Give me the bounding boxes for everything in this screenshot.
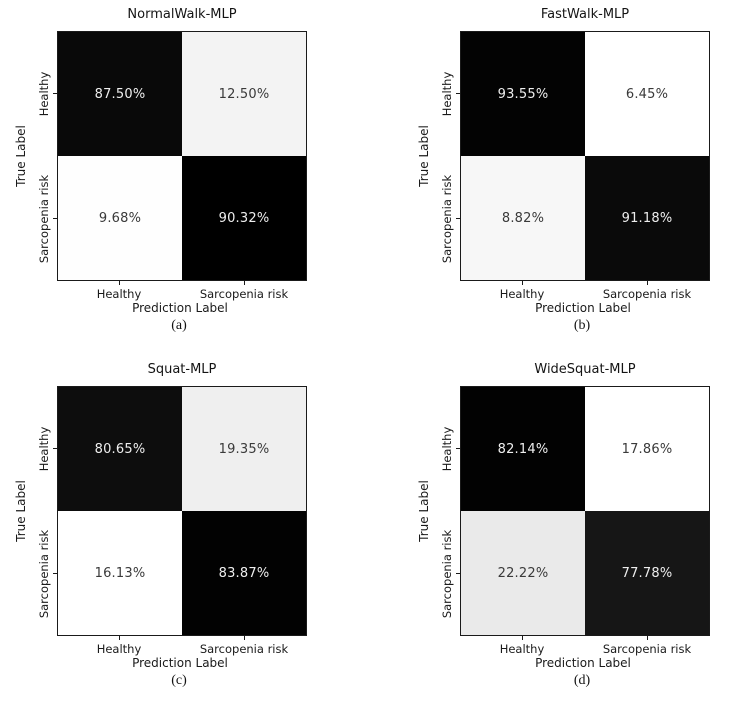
panel-title: FastWalk-MLP [540,7,630,22]
matrix-cell-r0c0: 87.50% [58,32,182,156]
subfigure-caption: (c) [171,673,187,688]
confusion-matrix: 87.50% 12.50% 9.68% 90.32% [57,31,307,281]
x-tick-mark [647,636,648,640]
y-tick-label-sarcopenia-risk: Sarcopenia risk [37,174,51,264]
x-tick-label-healthy: Healthy [96,287,142,301]
x-axis-label: Prediction Label [132,301,228,315]
matrix-cell-r1c1: 90.32% [182,156,306,280]
matrix-cell-r1c0: 22.22% [461,511,585,635]
matrix-cell-r0c1: 12.50% [182,32,306,156]
y-tick-mark [456,448,460,449]
y-axis-label: True Label [417,480,431,542]
x-tick-label-sarcopenia-risk: Sarcopenia risk [602,287,692,301]
matrix-cell-r1c0: 16.13% [58,511,182,635]
matrix-cell-r1c1: 77.78% [585,511,709,635]
confusion-matrix: 93.55% 6.45% 8.82% 91.18% [460,31,710,281]
x-axis-label: Prediction Label [132,656,228,670]
y-tick-mark [456,93,460,94]
panel-title: NormalWalk-MLP [127,7,237,22]
y-tick-label-sarcopenia-risk: Sarcopenia risk [440,174,454,264]
x-tick-label-healthy: Healthy [499,287,545,301]
y-tick-mark [53,218,57,219]
y-tick-label-healthy: Healthy [37,71,51,117]
panel-fastwalk-mlp: FastWalk-MLP True Label Healthy Sarcopen… [369,0,739,347]
panel-widesquat-mlp: WideSquat-MLP True Label Healthy Sarcope… [369,355,739,702]
matrix-cell-r0c1: 19.35% [182,387,306,511]
matrix-cell-r0c0: 80.65% [58,387,182,511]
x-tick-label-healthy: Healthy [96,642,142,656]
y-tick-label-sarcopenia-risk: Sarcopenia risk [440,529,454,619]
x-tick-label-sarcopenia-risk: Sarcopenia risk [199,287,289,301]
subfigure-caption: (b) [573,318,591,333]
panel-squat-mlp: Squat-MLP True Label Healthy Sarcopenia … [0,355,370,702]
x-tick-mark [119,636,120,640]
x-axis-label: Prediction Label [535,301,631,315]
x-tick-mark [522,636,523,640]
y-axis-label: True Label [14,480,28,542]
x-axis-label: Prediction Label [535,656,631,670]
x-tick-mark [244,636,245,640]
y-tick-label-healthy: Healthy [37,426,51,472]
y-axis-label: True Label [417,125,431,187]
x-tick-mark [647,281,648,285]
panel-normalwalk-mlp: NormalWalk-MLP True Label Healthy Sarcop… [0,0,370,347]
panel-title: WideSquat-MLP [534,362,636,377]
matrix-cell-r0c1: 6.45% [585,32,709,156]
matrix-cell-r1c0: 8.82% [461,156,585,280]
y-tick-label-healthy: Healthy [440,426,454,472]
matrix-cell-r1c0: 9.68% [58,156,182,280]
subfigure-caption: (d) [573,673,591,688]
x-tick-mark [244,281,245,285]
x-tick-label-sarcopenia-risk: Sarcopenia risk [602,642,692,656]
y-tick-mark [53,448,57,449]
y-tick-mark [456,573,460,574]
x-tick-label-sarcopenia-risk: Sarcopenia risk [199,642,289,656]
matrix-cell-r0c0: 82.14% [461,387,585,511]
matrix-cell-r1c1: 91.18% [585,156,709,280]
confusion-matrix: 82.14% 17.86% 22.22% 77.78% [460,386,710,636]
y-tick-mark [53,93,57,94]
panel-title: Squat-MLP [147,362,217,377]
matrix-cell-r1c1: 83.87% [182,511,306,635]
y-tick-mark [53,573,57,574]
y-tick-mark [456,218,460,219]
matrix-cell-r0c0: 93.55% [461,32,585,156]
y-tick-label-healthy: Healthy [440,71,454,117]
y-axis-label: True Label [14,125,28,187]
x-tick-label-healthy: Healthy [499,642,545,656]
x-tick-mark [522,281,523,285]
confusion-matrix: 80.65% 19.35% 16.13% 83.87% [57,386,307,636]
x-tick-mark [119,281,120,285]
subfigure-caption: (a) [171,318,187,333]
matrix-cell-r0c1: 17.86% [585,387,709,511]
y-tick-label-sarcopenia-risk: Sarcopenia risk [37,529,51,619]
